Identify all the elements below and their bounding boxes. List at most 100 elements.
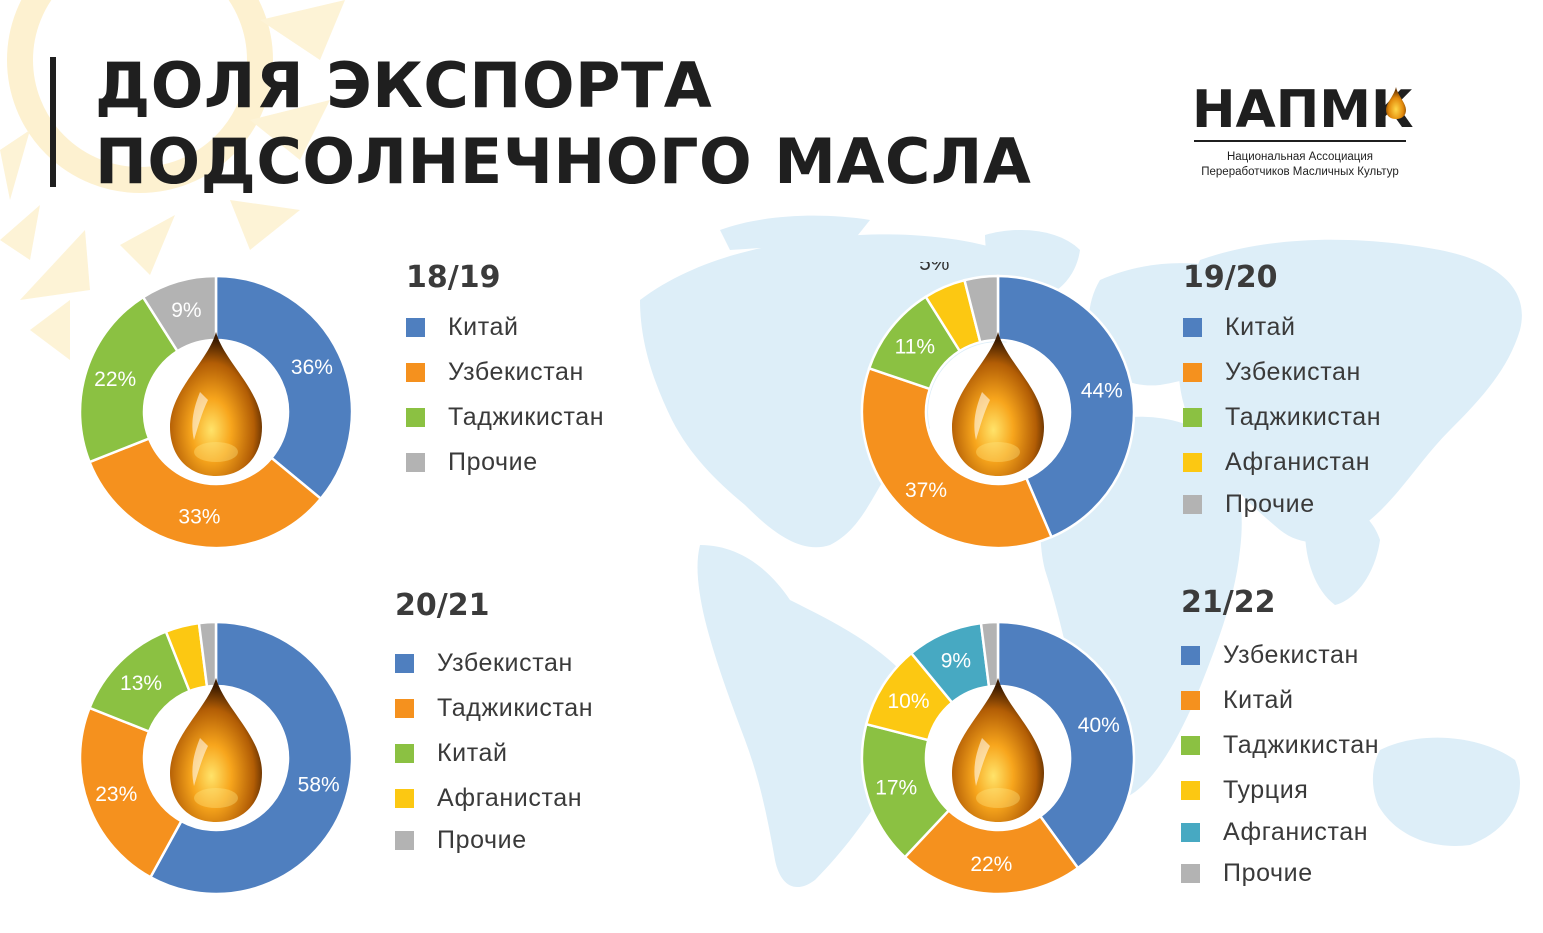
legend-item-узбекистан: Узбекистан — [1183, 357, 1361, 387]
slice-label-узбекистан: 58% — [298, 773, 340, 796]
donut-chart-19-20: 44% 37% 11% 5% 4% — [860, 262, 1136, 550]
oil-drop-icon — [1386, 87, 1406, 119]
legend-swatch — [406, 452, 425, 472]
legend-label: Афганистан — [1223, 817, 1369, 846]
slice-узбекистан — [860, 366, 1054, 550]
slice-китай — [996, 274, 1136, 539]
slice-label-таджикистан: 17% — [875, 777, 917, 800]
legend-swatch — [1181, 780, 1200, 800]
title-accent-bar — [50, 57, 56, 187]
slice-label-таджикистан: 22% — [94, 368, 136, 391]
legend-item-таджикистан: Таджикистан — [1183, 402, 1381, 432]
legend-swatch — [406, 407, 425, 427]
slice-label-таджикистан: 23% — [95, 783, 137, 806]
slice-label-таджикистан: 11% — [895, 335, 935, 358]
legend-swatch — [406, 362, 425, 382]
slice-label-турция: 10% — [887, 690, 929, 713]
oil-drop-icon — [170, 678, 262, 822]
legend-panel-20-21: 20/21 Узбекистан Таджикистан Китай Афганист… — [395, 588, 695, 858]
legend-item-прочие: Прочие — [395, 825, 527, 855]
legend-item-китай: Китай — [1181, 685, 1294, 715]
legend-label: Узбекистан — [448, 357, 584, 386]
legend-label: Таджикистан — [437, 693, 594, 722]
legend-swatch — [395, 830, 414, 850]
legend-label: Узбекистан — [437, 648, 573, 677]
legend-label: Китай — [437, 738, 508, 767]
legend-label: Узбекистан — [1225, 357, 1361, 386]
legend-label: Афганистан — [1225, 447, 1371, 476]
legend-label: Прочие — [1225, 489, 1315, 518]
legend-item-прочие: Прочие — [406, 447, 538, 477]
legend-swatch — [406, 317, 425, 337]
legend-panel-19-20: 19/20 Китай Узбекистан Таджикистан Афганист… — [1183, 260, 1483, 530]
legend-swatch — [395, 743, 414, 763]
slice-label-афганистан: 5% — [919, 262, 949, 275]
legend-item-прочие: Прочие — [1183, 489, 1315, 519]
season-title: 19/20 — [1183, 260, 1278, 295]
legend-item-китай: Китай — [1183, 312, 1296, 342]
slice-китай — [903, 808, 1080, 896]
slice-label-афганистан: 9% — [941, 650, 971, 673]
sun-decoration — [0, 0, 345, 360]
legend-label: Таджикистан — [448, 402, 605, 431]
slice-label-узбекистан: 33% — [178, 506, 220, 529]
legend-item-таджикистан: Таджикистан — [395, 693, 593, 723]
slice-таджикистан — [78, 706, 184, 879]
legend-item-афганистан: Афганистан — [1181, 817, 1368, 847]
title-line-1: ДОЛЯ ЭКСПОРТА — [95, 49, 713, 122]
legend-swatch — [1181, 863, 1200, 883]
slice-узбекистан — [87, 436, 323, 550]
logo-subtitle-line-1: Национальная Ассоциация — [1226, 151, 1374, 163]
slice-таджикистан — [78, 295, 180, 464]
legend-item-турция: Турция — [1181, 775, 1308, 805]
legend-label: Китай — [1225, 312, 1296, 341]
logo-name: НАПМК — [1192, 80, 1414, 140]
legend-label: Китай — [1223, 685, 1294, 714]
legend-label: Таджикистан — [1223, 730, 1380, 759]
donut-chart-20-21: 58%23%13%4%2% — [78, 608, 354, 896]
oil-drop-icon — [170, 332, 262, 476]
slice-китай — [214, 274, 354, 501]
legend-item-прочие: Прочие — [1181, 858, 1313, 888]
slice-label-китай: 36% — [291, 356, 333, 379]
slice-label-узбекистан: 37% — [905, 479, 947, 502]
oil-drop-icon — [952, 332, 1044, 476]
legend-swatch — [1183, 317, 1202, 337]
slice-label-узбекистан: 40% — [1078, 714, 1120, 737]
legend-item-афганистан: Афганистан — [1183, 447, 1370, 477]
logo: НАПМК Национальная Ассоциация Переработч… — [1180, 80, 1420, 190]
legend-item-афганистан: Афганистан — [395, 783, 582, 813]
slice-label-китай: 13% — [120, 672, 162, 695]
logo-subtitle-line-2: Переработчиков Масличных Культур — [1201, 166, 1399, 178]
legend-item-таджикистан: Таджикистан — [1181, 730, 1379, 760]
legend-swatch — [1181, 822, 1200, 842]
slice-label-прочие: 4% — [963, 262, 993, 263]
slice-label-афганистан: 4% — [161, 608, 191, 613]
legend-swatch — [1181, 735, 1200, 755]
slice-узбекистан — [996, 620, 1136, 870]
legend-item-таджикистан: Таджикистан — [406, 402, 604, 432]
legend-label: Прочие — [1223, 858, 1313, 887]
legend-swatch — [395, 653, 414, 673]
legend-label: Таджикистан — [1225, 402, 1382, 431]
donut-chart-18-19: 36% 33% 22% 9% — [78, 274, 354, 550]
legend-swatch — [1181, 645, 1200, 665]
legend-swatch — [395, 698, 414, 718]
oil-drop-icon — [952, 678, 1044, 822]
legend-swatch — [1181, 690, 1200, 710]
legend-label: Афганистан — [437, 783, 583, 812]
slice-label-китай: 44% — [1081, 380, 1123, 403]
legend-item-узбекистан: Узбекистан — [395, 648, 573, 678]
legend-item-узбекистан: Узбекистан — [1181, 640, 1359, 670]
logo-divider — [1194, 140, 1406, 142]
legend-item-китай: Китай — [395, 738, 508, 768]
legend-swatch — [1183, 362, 1202, 382]
legend-panel-21-22: 21/22 Узбекистан Китай Таджикистан Турция Аф… — [1181, 585, 1501, 895]
season-title: 20/21 — [395, 588, 490, 623]
logo-subtitle: Национальная Ассоциация Переработчиков М… — [1180, 150, 1420, 180]
slice-label-китай: 22% — [970, 853, 1012, 876]
title-line-2: ПОДСОЛНЕЧНОГО МАСЛА — [95, 125, 1032, 198]
donut-chart-21-22: 40%22%17%10%9%2% — [860, 608, 1136, 896]
legend-label: Узбекистан — [1223, 640, 1359, 669]
slice-прочие — [141, 274, 218, 353]
